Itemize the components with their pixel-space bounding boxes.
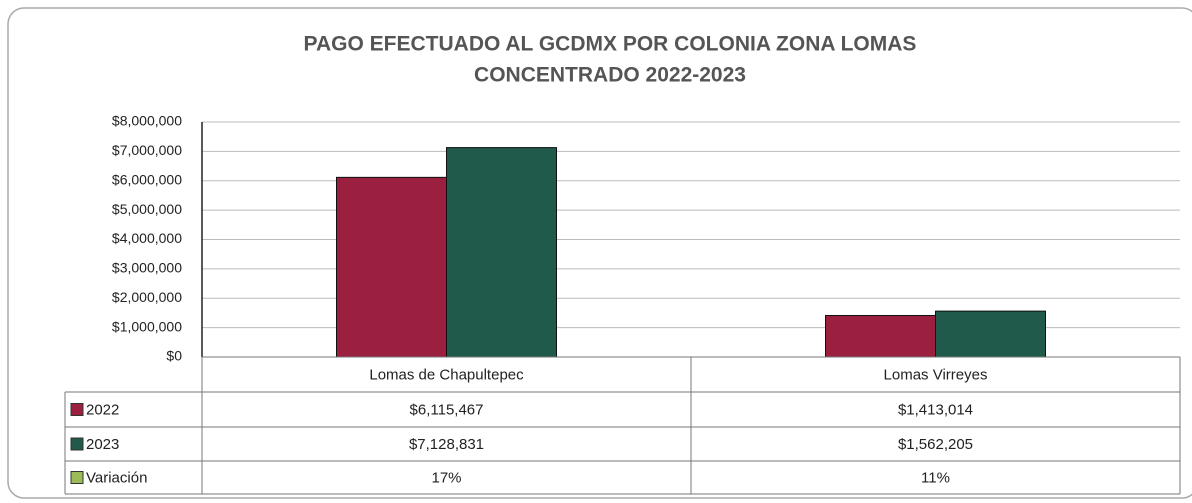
table-value: $1,413,014 (898, 401, 973, 418)
y-tick-label: $0 (166, 348, 182, 364)
table-value: 11% (921, 469, 950, 486)
bar (446, 147, 557, 358)
y-tick-label: $4,000,000 (112, 230, 182, 246)
legend-swatch (70, 437, 84, 451)
bar (825, 314, 936, 358)
y-tick-label: $5,000,000 (112, 201, 182, 217)
bar (935, 310, 1046, 358)
x-tick-label: Lomas Virreyes (884, 366, 988, 383)
legend-label: 2023 (86, 436, 119, 453)
y-tick-label: $2,000,000 (112, 289, 182, 305)
chart-title: PAGO EFECTUADO AL GCDMX POR COLONIA ZONA… (304, 33, 917, 56)
table-value: 17% (431, 469, 461, 486)
y-tick-label: $3,000,000 (112, 260, 182, 276)
x-tick-label: Lomas de Chapultepec (369, 366, 524, 383)
legend-swatch (70, 471, 84, 484)
y-tick-label: $6,000,000 (112, 171, 182, 187)
y-tick-label: $8,000,000 (112, 113, 182, 129)
legend-swatch (70, 403, 84, 416)
table-value: $7,128,831 (409, 436, 484, 453)
chart-border (7, 7, 1192, 499)
y-tick-label: $1,000,000 (112, 318, 182, 334)
table-value: $1,562,205 (898, 436, 973, 453)
legend-label: Variación (86, 469, 147, 486)
y-tick-label: $7,000,000 (112, 142, 182, 158)
table-value: $6,115,467 (410, 401, 484, 418)
bar (336, 176, 447, 358)
legend-label: 2022 (86, 401, 119, 418)
chart-subtitle: CONCENTRADO 2022-2023 (474, 64, 746, 87)
